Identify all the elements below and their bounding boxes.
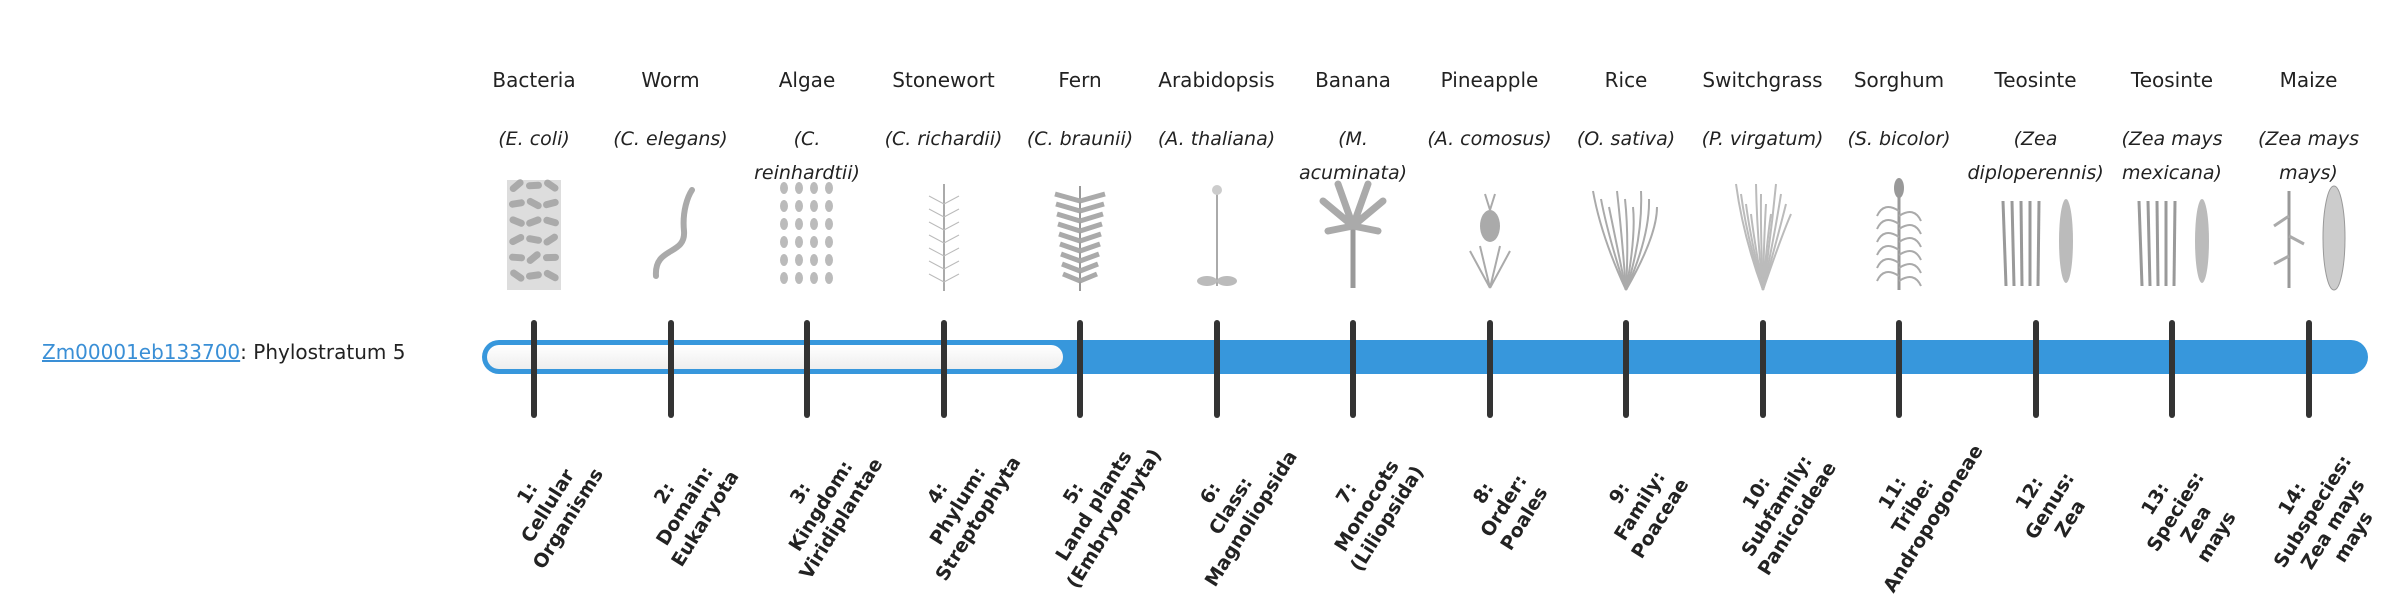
stratum-tick [531,320,537,418]
stonewort-icon [889,176,999,294]
organism-species-name: (O. sativa) [1576,128,1676,150]
fern-icon [1025,176,1135,294]
stratum-tick [804,320,810,418]
stratum-tick [2169,320,2175,418]
gene-phylostratum-label: Zm00001eb133700: Phylostratum 5 [42,340,405,364]
organism-species-name: (C. richardii) [884,128,1003,150]
organism-common-name: Bacteria [492,68,576,92]
organism-species-name: (Zea mays mexicana) [2121,128,2223,184]
stratum-tick [1486,320,1493,418]
organism-common-name: Rice [1604,68,1648,92]
organism-species-name: (A. comosus) [1427,128,1552,150]
stratum-label: 14: Subspecies: Zea mays mays [2269,451,2378,574]
teosinte-icon [1981,176,2091,294]
stratum-tick [1759,320,1766,418]
organism-common-name: Banana [1315,68,1391,92]
stratum-tick [1077,320,1083,418]
maize-icon [2254,176,2364,294]
teosinte-icon [2117,176,2227,294]
stratum-tick [667,320,674,418]
stratum-label: 8: Order: Poales [1468,470,1552,555]
algae-cells-icon [752,176,862,294]
stratum-label: 10: Subfamily: Panicoideae [1736,451,1841,580]
stratum-label: 13: Species: Zea mays [2137,467,2241,567]
organism-species-name: (E. coli) [498,128,570,150]
stratum-tick [2305,320,2312,418]
organism-species-name: (C. braunii) [1026,128,1134,150]
stratum-tick [1896,320,1902,418]
organism-common-name: Sorghum [1853,68,1945,92]
organism-common-name: Teosinte [1994,68,2077,92]
arabidopsis-icon [1162,176,1272,294]
stratum-label: 6: Class: Magnoliopsida [1195,446,1302,591]
organism-common-name: Pineapple [1440,68,1539,92]
sorghum-icon [1844,176,1954,294]
stratum-label: 7: Monocots (Liliopsida) [1330,456,1429,576]
organism-species-name: (S. bicolor) [1847,128,1951,150]
switchgrass-icon [1708,176,1818,294]
organism-common-name: Arabidopsis [1158,68,1275,92]
organism-species-name: (Zea mays mays) [2257,128,2360,184]
banana-plant-icon [1298,176,1408,294]
organism-species-name: (A. thaliana) [1157,128,1276,150]
organism-species-name: (C. reinhardtii) [754,128,860,184]
organism-common-name: Stonewort [892,68,995,92]
stratum-label: 5: Land plants (Embryophyta) [1051,445,1167,593]
organism-common-name: Algae [778,68,836,92]
organism-common-name: Worm [641,68,700,92]
organism-common-name: Teosinte [2130,68,2214,92]
phylostratum-bar [482,340,2368,374]
organism-species-name: (M. acuminata) [1298,128,1408,184]
organism-common-name: Maize [2279,68,2338,92]
stratum-label: 4: Phylum: Streptophyta [922,452,1025,585]
organism-common-name: Switchgrass [1702,68,1823,92]
stratum-label: 2: Domain: Eukaryota [649,462,743,571]
stratum-tick [940,320,947,418]
stratum-tick [2032,320,2039,418]
stratum-label: 11: Tribe: Andropogoneae [1874,440,1988,597]
phylostratum-text: : Phylostratum 5 [240,340,406,364]
stratum-tick [1213,320,1220,418]
stratum-label: 12: Genus: Zea [2010,468,2090,544]
phylostratum-bar-unfilled [487,345,1063,369]
stratum-tick [1350,320,1356,418]
worm-icon [616,176,726,294]
rice-icon [1571,176,1681,294]
pineapple-icon [1435,176,1545,294]
organism-species-name: (C. elegans) [613,128,728,150]
organism-common-name: Fern [1058,68,1102,92]
stratum-tick [1623,320,1629,418]
rod-bacteria-icon [479,176,589,294]
organism-species-name: (Zea diploperennis) [1967,128,2104,184]
stratum-label: 1: Cellular Organisms [512,464,608,574]
organism-species-name: (P. virgatum) [1701,128,1824,150]
stratum-label: 9: Family: Poaceae [1604,467,1694,563]
stratum-label: 3: Kingdom: Viridiplantae [784,454,888,584]
gene-id-link[interactable]: Zm00001eb133700 [42,340,241,364]
